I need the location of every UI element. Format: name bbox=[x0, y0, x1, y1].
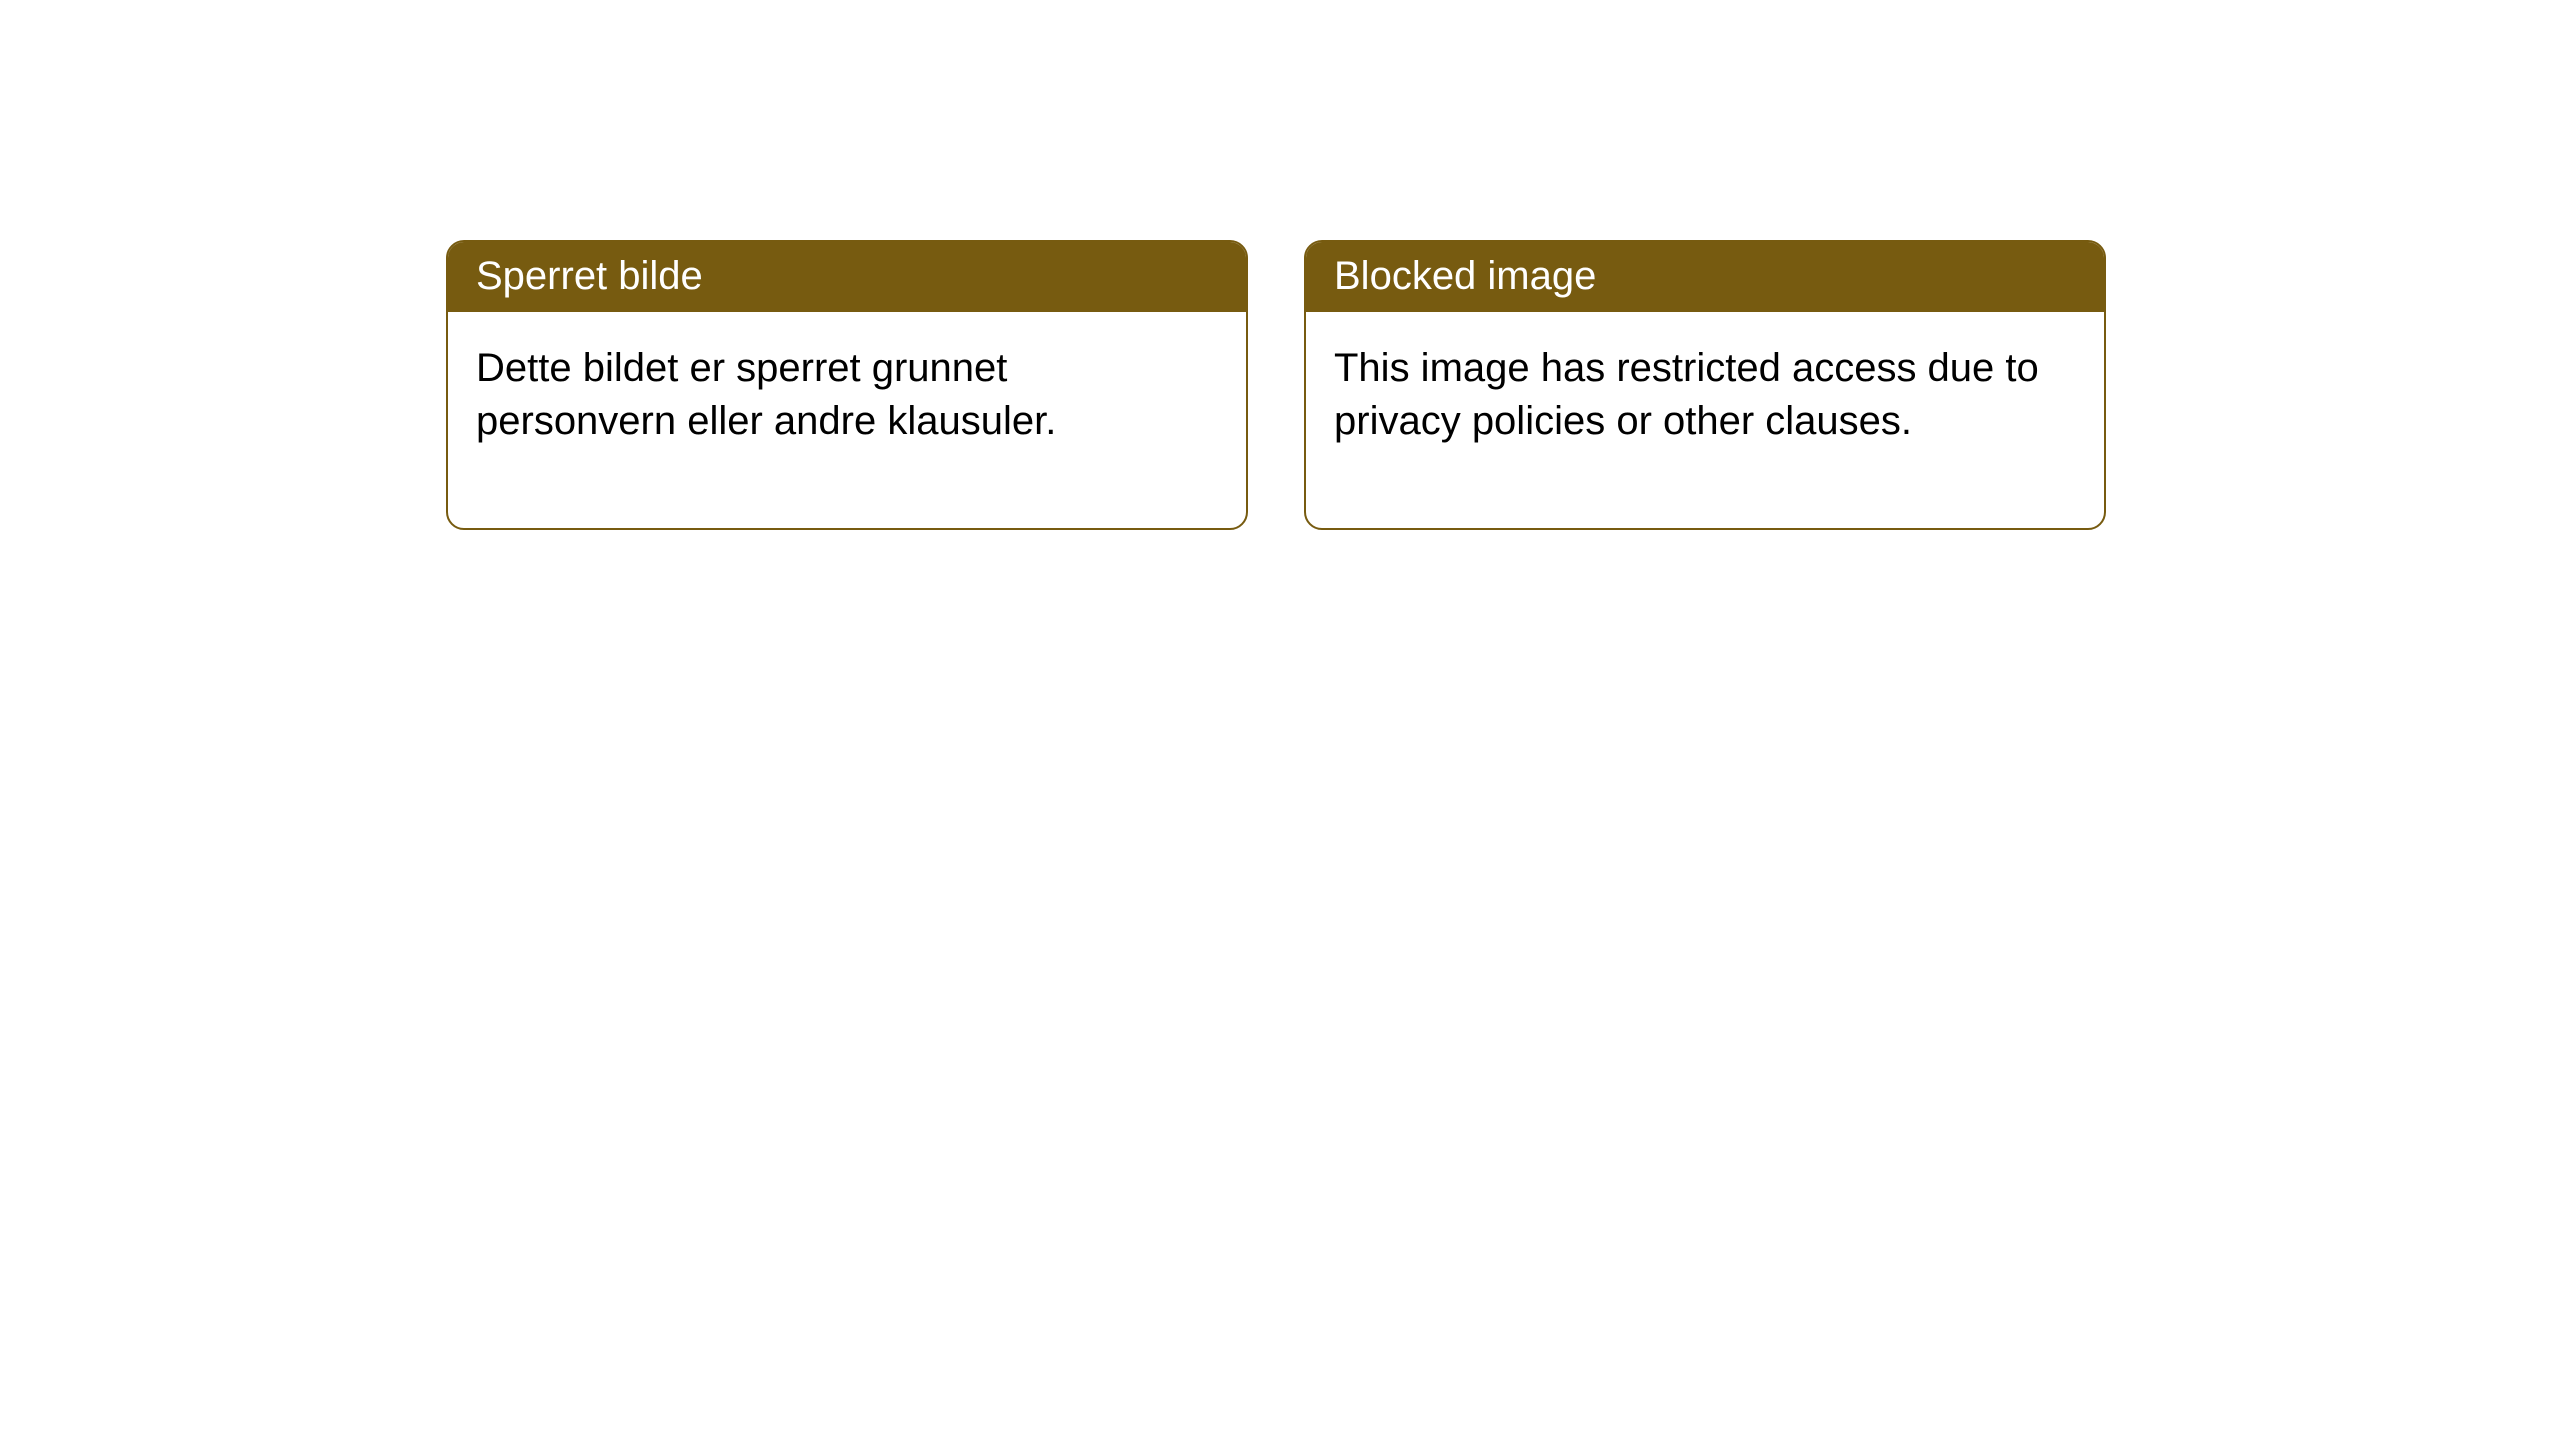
notice-card-english: Blocked image This image has restricted … bbox=[1304, 240, 2106, 530]
notice-body-english: This image has restricted access due to … bbox=[1306, 312, 2104, 528]
notice-body-norwegian: Dette bildet er sperret grunnet personve… bbox=[448, 312, 1246, 528]
notice-title-norwegian: Sperret bilde bbox=[448, 242, 1246, 312]
notices-container: Sperret bilde Dette bildet er sperret gr… bbox=[446, 240, 2106, 530]
notice-title-english: Blocked image bbox=[1306, 242, 2104, 312]
notice-card-norwegian: Sperret bilde Dette bildet er sperret gr… bbox=[446, 240, 1248, 530]
